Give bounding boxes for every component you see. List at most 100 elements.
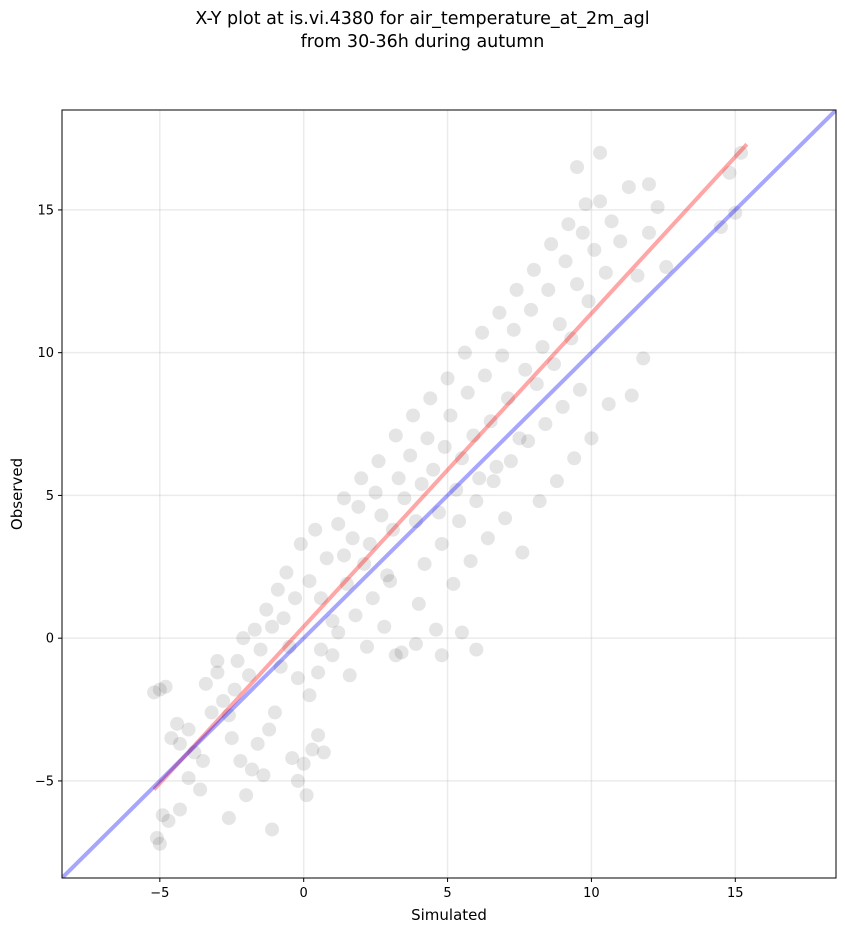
- scatter-point: [440, 371, 455, 386]
- scatter-point: [552, 317, 567, 332]
- fit-line-red: [152, 142, 749, 791]
- scatter-point: [244, 762, 259, 777]
- scatter-point: [423, 391, 438, 406]
- scatter-point: [578, 197, 593, 212]
- scatter-point: [377, 619, 392, 634]
- scatter-point: [305, 742, 320, 757]
- scatter-point: [503, 454, 518, 469]
- scatter-point: [601, 397, 616, 412]
- scatter-point: [541, 282, 556, 297]
- scatter-point: [449, 482, 464, 497]
- scatter-point: [630, 268, 645, 283]
- identity-line-blue: [62, 110, 836, 878]
- scatter-point: [414, 477, 429, 492]
- scatter-point: [713, 220, 728, 235]
- scatter-point: [728, 205, 743, 220]
- y-tick-label: 0: [46, 632, 54, 647]
- scatter-point: [170, 716, 185, 731]
- scatter-point: [434, 648, 449, 663]
- scatter-point: [365, 591, 380, 606]
- scatter-point: [181, 722, 196, 737]
- scatter-point: [641, 177, 656, 192]
- scatter-point: [498, 511, 513, 526]
- scatter-point: [265, 822, 280, 837]
- scatter-point: [288, 591, 303, 606]
- scatter-point: [336, 548, 351, 563]
- y-tick-label: 5: [46, 489, 54, 504]
- scatter-point: [431, 505, 446, 520]
- scatter-point: [325, 648, 340, 663]
- scatter-point: [495, 348, 510, 363]
- scatter-point: [172, 736, 187, 751]
- scatter-point: [276, 611, 291, 626]
- scatter-point: [460, 385, 475, 400]
- scatter-point: [385, 522, 400, 537]
- scatter-point: [210, 665, 225, 680]
- scatter-point: [302, 574, 317, 589]
- scatter-point: [584, 431, 599, 446]
- scatter-point: [239, 788, 254, 803]
- scatter-point: [325, 614, 340, 629]
- scatter-point: [457, 345, 472, 360]
- scatter-point: [524, 302, 539, 317]
- scatter-point: [383, 574, 398, 589]
- scatter-point: [587, 242, 602, 257]
- scatter-point: [593, 194, 608, 209]
- scatter-point: [388, 648, 403, 663]
- scatter-point: [475, 325, 490, 340]
- scatter-point: [509, 282, 524, 297]
- scatter-point: [250, 736, 265, 751]
- scatter-point: [290, 671, 305, 686]
- scatter-point: [267, 705, 282, 720]
- scatter-point: [299, 788, 314, 803]
- scatter-point: [480, 531, 495, 546]
- scatter-point: [172, 802, 187, 817]
- scatter-point: [374, 508, 389, 523]
- plot-frame: [61, 109, 837, 879]
- scatter-point: [636, 351, 651, 366]
- scatter-point: [204, 705, 219, 720]
- scatter-point: [515, 545, 530, 560]
- scatter-point: [256, 768, 271, 783]
- scatter-point: [147, 685, 162, 700]
- scatter-point: [270, 582, 285, 597]
- scatter-point: [394, 645, 409, 660]
- scatter-point: [354, 471, 369, 486]
- scatter-point: [529, 377, 544, 392]
- scatter-point: [434, 536, 449, 551]
- x-axis-label: Simulated: [411, 906, 487, 924]
- chart-title: X-Y plot at is.vi.4380 for air_temperatu…: [0, 8, 845, 54]
- scatter-point: [518, 362, 533, 377]
- scatter-point: [187, 745, 202, 760]
- scatter-point: [437, 439, 452, 454]
- scatter-point: [555, 399, 570, 414]
- series-lines: [62, 110, 836, 878]
- x-tick-label: 15: [727, 886, 744, 901]
- scatter-point: [564, 331, 579, 346]
- scatter-point: [558, 254, 573, 269]
- scatter-point: [227, 682, 242, 697]
- scatter-point: [570, 277, 585, 292]
- scatter-point: [195, 753, 210, 768]
- scatter-point: [285, 751, 300, 766]
- scatter-point: [406, 408, 421, 423]
- scatter-point: [282, 639, 297, 654]
- scatter-point: [443, 408, 458, 423]
- scatter-point: [152, 836, 167, 851]
- scatter-point: [650, 200, 665, 215]
- scatter-point: [526, 262, 541, 277]
- scatter-point: [469, 642, 484, 657]
- scatter-point: [472, 471, 487, 486]
- scatter-point: [659, 260, 674, 275]
- y-tick-label: 15: [37, 203, 54, 218]
- scatter-point: [311, 665, 326, 680]
- chart-title-line-2: from 30-36h during autumn: [300, 32, 545, 52]
- scatter-point: [158, 679, 173, 694]
- scatter-point: [331, 625, 346, 640]
- scatter-point: [403, 448, 418, 463]
- scatter-point: [535, 339, 550, 354]
- scatter-point: [359, 639, 374, 654]
- scatter-point: [331, 516, 346, 531]
- scatter-point: [417, 556, 432, 571]
